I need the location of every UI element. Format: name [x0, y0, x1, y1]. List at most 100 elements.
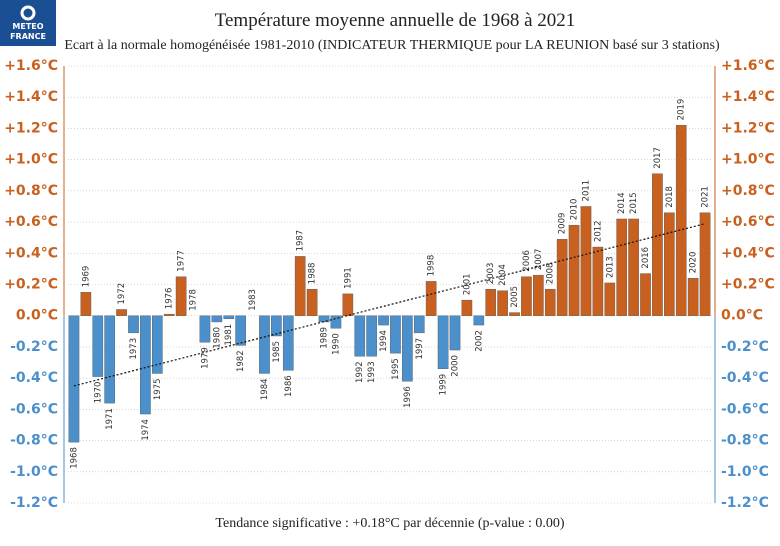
bar [687, 278, 699, 316]
logo-icon [20, 5, 36, 21]
bar [604, 282, 616, 316]
bar [580, 206, 592, 316]
bar-year-label: 1982 [236, 350, 246, 372]
y-tick-label: -0.2°C [10, 339, 58, 355]
bar-year-label: 2011 [581, 180, 591, 202]
bar-year-label: 1978 [189, 289, 199, 311]
bar [473, 315, 485, 326]
bar-year-label: 2005 [510, 286, 520, 308]
bar-year-label: 1977 [177, 250, 187, 272]
bar-year-label: 1976 [165, 288, 175, 310]
y2-tick-label: +0.6°C [721, 214, 775, 230]
bar-year-label: 2002 [474, 330, 484, 352]
bar-year-label: 2017 [653, 147, 663, 169]
y2-tick-label: +0.8°C [721, 183, 775, 199]
y-tick-label: -0.8°C [10, 433, 58, 449]
bar [664, 212, 675, 316]
bar [628, 218, 639, 316]
y-tick-label: +0.6°C [4, 214, 58, 230]
y-tick-label: +0.8°C [4, 183, 58, 199]
bar-year-label: 2012 [593, 220, 603, 242]
y-tick-label: -0.6°C [10, 401, 58, 417]
bar [533, 274, 544, 316]
bar-year-label: 1993 [367, 361, 377, 383]
y2-tick-label: +1.6°C [721, 58, 775, 74]
y2-tick-label: +1.4°C [721, 89, 775, 105]
bar [92, 315, 104, 377]
bar [497, 290, 508, 316]
bar [640, 273, 651, 316]
y-tick-label: +1.0°C [4, 152, 58, 168]
bar-year-label: 2001 [462, 273, 472, 295]
bar [616, 218, 628, 316]
bar-year-label: 2003 [486, 263, 496, 285]
bar [485, 288, 497, 316]
bar [140, 315, 151, 415]
bar [68, 315, 80, 443]
bar-year-label: 1975 [153, 378, 163, 400]
bar-year-label: 2004 [498, 264, 508, 286]
y-tick-label: -1.0°C [10, 464, 58, 480]
bar-year-label: 2007 [534, 248, 544, 270]
y-tick-label: +0.4°C [4, 245, 58, 261]
bar [318, 315, 330, 323]
y2-tick-label: -0.8°C [721, 433, 769, 449]
y2-tick-label: 0.0°C [721, 308, 763, 324]
y-tick-label: -0.4°C [10, 370, 58, 386]
bar-year-label: 1988 [308, 263, 318, 285]
bar [104, 315, 115, 404]
bar-year-label: 2014 [617, 192, 627, 214]
y-tick-label: +1.4°C [4, 89, 58, 105]
chart-subtitle: Ecart à la normale homogénéisée 1981-201… [64, 38, 720, 53]
bar [437, 315, 449, 369]
bar-year-label: 2000 [450, 355, 460, 377]
y-tick-label: -1.2°C [10, 495, 58, 511]
bar-year-label: 1994 [379, 330, 389, 352]
bar [366, 315, 377, 357]
bar-year-label: 1983 [248, 289, 258, 311]
bar [425, 281, 437, 316]
bar-year-label: 1987 [296, 230, 306, 252]
bar [294, 256, 306, 316]
bar-year-label: 1981 [224, 324, 234, 346]
bar-year-label: 1970 [93, 382, 103, 404]
bar [306, 288, 318, 316]
bar [675, 125, 687, 316]
bar [568, 224, 580, 316]
y2-tick-label: -1.2°C [721, 495, 769, 511]
bar [175, 276, 187, 316]
bar [199, 315, 211, 343]
bar-year-label: 2008 [546, 263, 556, 285]
bar [163, 313, 175, 316]
bar [223, 315, 235, 320]
bar-year-label: 2020 [689, 252, 699, 274]
bar-year-label: 1973 [129, 338, 139, 360]
bar [521, 276, 532, 316]
bar-year-label: 2015 [629, 192, 639, 214]
bar [235, 315, 246, 346]
bar-year-label: 2021 [701, 186, 711, 208]
logo-text: METEO [12, 22, 43, 31]
bar-year-label: 2013 [605, 256, 615, 278]
bar-year-label: 1998 [427, 255, 437, 277]
bar [330, 315, 342, 329]
bar-year-label: 1980 [212, 327, 222, 349]
bar-year-label: 2018 [665, 186, 675, 208]
bar-year-label: 1979 [200, 347, 210, 369]
bar [449, 315, 461, 351]
bar-year-label: 1974 [141, 419, 151, 441]
bar [342, 293, 354, 316]
bar-year-label: 1991 [343, 267, 353, 289]
bar-year-label: 1996 [403, 386, 413, 408]
bar-year-label: 1992 [355, 361, 365, 383]
bar [699, 212, 711, 316]
y2-tick-label: +1.2°C [721, 120, 775, 136]
bar-year-label: 1986 [284, 375, 294, 397]
bar [592, 246, 604, 316]
bar-year-label: 2010 [570, 199, 580, 221]
bar [211, 315, 223, 323]
bar [271, 315, 282, 337]
bar [413, 315, 425, 334]
y-tick-label: +0.2°C [4, 277, 58, 293]
